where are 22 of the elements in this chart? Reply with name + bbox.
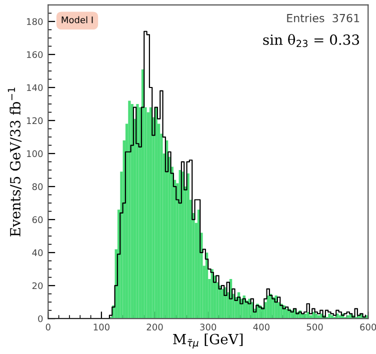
y-tick-label: 140 — [27, 84, 43, 92]
y-axis-title: Events/5 GeV/33 fb$^{−1}$ — [8, 88, 22, 236]
x-tick-label: 400 — [253, 324, 270, 330]
y-tick-label: 100 — [27, 150, 43, 158]
x-tick-label: 200 — [146, 324, 163, 330]
y-tick-label: 40 — [32, 249, 43, 256]
y-tick-label: 160 — [27, 51, 43, 58]
y-tick-label: 80 — [32, 183, 43, 190]
x-tick-label: 100 — [94, 324, 110, 330]
annotation: Entries 3761 — [287, 14, 360, 22]
x-tick-label: 600 — [360, 324, 376, 330]
x-axis-title: M$_{τ̃μ}$ [GeV] — [173, 334, 243, 348]
y-tick-label: 60 — [32, 216, 43, 224]
x-tick-label: 300 — [200, 324, 216, 330]
y-tick-label: 180 — [27, 18, 43, 26]
x-tick-label: 0 — [46, 324, 50, 330]
annotation: sin θ$_{23}$ = 0.33 — [263, 34, 359, 48]
y-tick-label: 120 — [27, 117, 43, 124]
y-tick-label: 0 — [38, 315, 43, 322]
annotation: Model I — [62, 16, 93, 24]
x-tick-label: 500 — [306, 324, 323, 330]
y-tick-label: 20 — [32, 282, 43, 290]
